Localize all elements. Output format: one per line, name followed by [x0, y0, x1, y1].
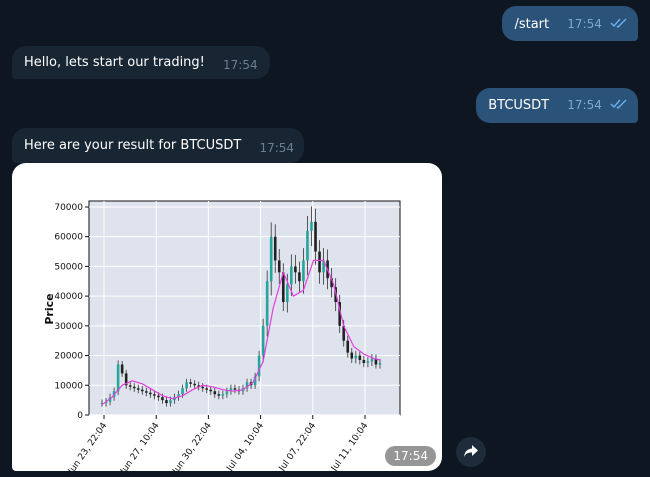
candle-body: [277, 260, 281, 273]
candle-body: [177, 394, 180, 398]
message-incoming-result[interactable]: Here are your result for BTCUSDT 17:54: [12, 128, 305, 163]
candle-body: [294, 266, 297, 273]
candle-body: [261, 325, 265, 356]
y-tick-label: 10000: [54, 381, 83, 391]
candle-body: [269, 236, 273, 282]
message-text: BTCUSDT: [488, 98, 550, 113]
candle-body: [132, 386, 136, 389]
message-time: 17:54: [567, 98, 602, 112]
x-tick-label: Jul 11, 10:04: [329, 421, 371, 471]
candle-body: [245, 382, 249, 389]
share-icon: [463, 443, 479, 462]
price-chart: 0 10000 20000 30000 40000 50000 60000 70000 Jun…: [43, 200, 401, 471]
y-tick-label: 0: [77, 411, 83, 421]
candle-body: [265, 281, 269, 326]
y-tick-label: 70000: [54, 203, 83, 213]
y-tick-label: 50000: [54, 262, 83, 272]
candle-body: [189, 382, 192, 384]
message-time: 17:54: [259, 141, 295, 155]
candle-body: [225, 391, 229, 395]
double-check-icon: [610, 17, 628, 33]
message-outgoing-start[interactable]: /start 17:54: [502, 6, 638, 41]
moving-average-line: [101, 259, 381, 406]
message-text[interactable]: /start: [514, 17, 550, 32]
y-tick-label: 20000: [54, 352, 83, 362]
x-tick-label: Jun 30, 22:04: [171, 421, 214, 471]
x-tick-label: Jun 23, 22:04: [66, 421, 109, 471]
candle-body: [362, 360, 366, 363]
candle-body: [217, 394, 221, 396]
candle-body: [273, 236, 277, 261]
message-time: 17:54: [567, 17, 602, 31]
candle-body: [209, 389, 213, 392]
candle-body: [314, 221, 317, 252]
candle-body: [161, 397, 164, 401]
candle-body: [350, 352, 354, 359]
candle-body: [257, 355, 261, 377]
share-button[interactable]: [456, 437, 486, 467]
chart-image-message[interactable]: 0 10000 20000 30000 40000 50000 60000 70000 Jun…: [12, 163, 442, 471]
candle-body: [330, 278, 333, 288]
y-axis-label: Price: [43, 293, 56, 324]
candle-body: [157, 395, 160, 398]
message-text: Hello, lets start our trading!: [24, 55, 205, 70]
double-check-icon: [610, 98, 628, 114]
candle-body: [229, 388, 233, 392]
candle-body: [358, 355, 362, 361]
candle-body: [120, 364, 124, 374]
candle-body: [322, 260, 325, 273]
candle-body: [197, 385, 200, 387]
candle-body: [281, 272, 285, 303]
candle-body: [221, 394, 225, 396]
message-incoming-greeting[interactable]: Hello, lets start our trading! 17:54: [12, 46, 270, 79]
candle-body: [302, 260, 305, 282]
candle-body: [378, 362, 382, 365]
y-tick-label: 60000: [54, 233, 83, 243]
message-time: 17:54: [223, 58, 258, 72]
candle-body: [310, 221, 313, 231]
y-tick-label: 30000: [54, 322, 83, 332]
candle-body: [169, 400, 172, 404]
candle-body: [338, 302, 341, 326]
candle-body: [153, 394, 156, 396]
plot-background: [88, 200, 401, 416]
candle-body: [366, 361, 370, 363]
candle-body: [213, 391, 217, 395]
photo-time-badge: 17:54: [385, 446, 436, 466]
candle-body: [136, 388, 140, 390]
candle-body: [124, 373, 128, 386]
candle-body: [185, 382, 188, 389]
candle-body: [286, 284, 289, 303]
candle-body: [370, 358, 374, 362]
candle-body: [165, 400, 168, 404]
candle-body: [181, 388, 184, 395]
candle-body: [318, 251, 321, 273]
candle-body: [193, 383, 196, 386]
x-tick-label: Jul 07, 22:04: [277, 421, 319, 471]
candle-body: [354, 355, 358, 359]
candle-body: [233, 388, 237, 390]
candle-body: [201, 386, 205, 389]
message-outgoing-btcusdt[interactable]: BTCUSDT 17:54: [476, 88, 638, 123]
candle-body: [140, 389, 144, 392]
x-tick-label: Jun 27, 10:04: [118, 421, 161, 471]
candle-body: [128, 385, 132, 387]
candle-body: [346, 340, 350, 353]
y-tick-label: 40000: [54, 292, 83, 302]
candle-body: [298, 272, 301, 282]
candle-body: [100, 403, 104, 405]
candle-body: [116, 364, 120, 392]
candle-body: [342, 325, 346, 341]
candle-body: [149, 392, 152, 395]
x-tick-label: Jul 04, 10:04: [225, 421, 267, 471]
message-text: Here are your result for BTCUSDT: [24, 138, 242, 153]
candle-body: [205, 388, 209, 390]
candle-body: [306, 230, 309, 261]
candle-body: [145, 391, 148, 393]
candle-body: [253, 376, 257, 386]
candle-body: [374, 358, 378, 365]
candle-body: [290, 266, 293, 285]
